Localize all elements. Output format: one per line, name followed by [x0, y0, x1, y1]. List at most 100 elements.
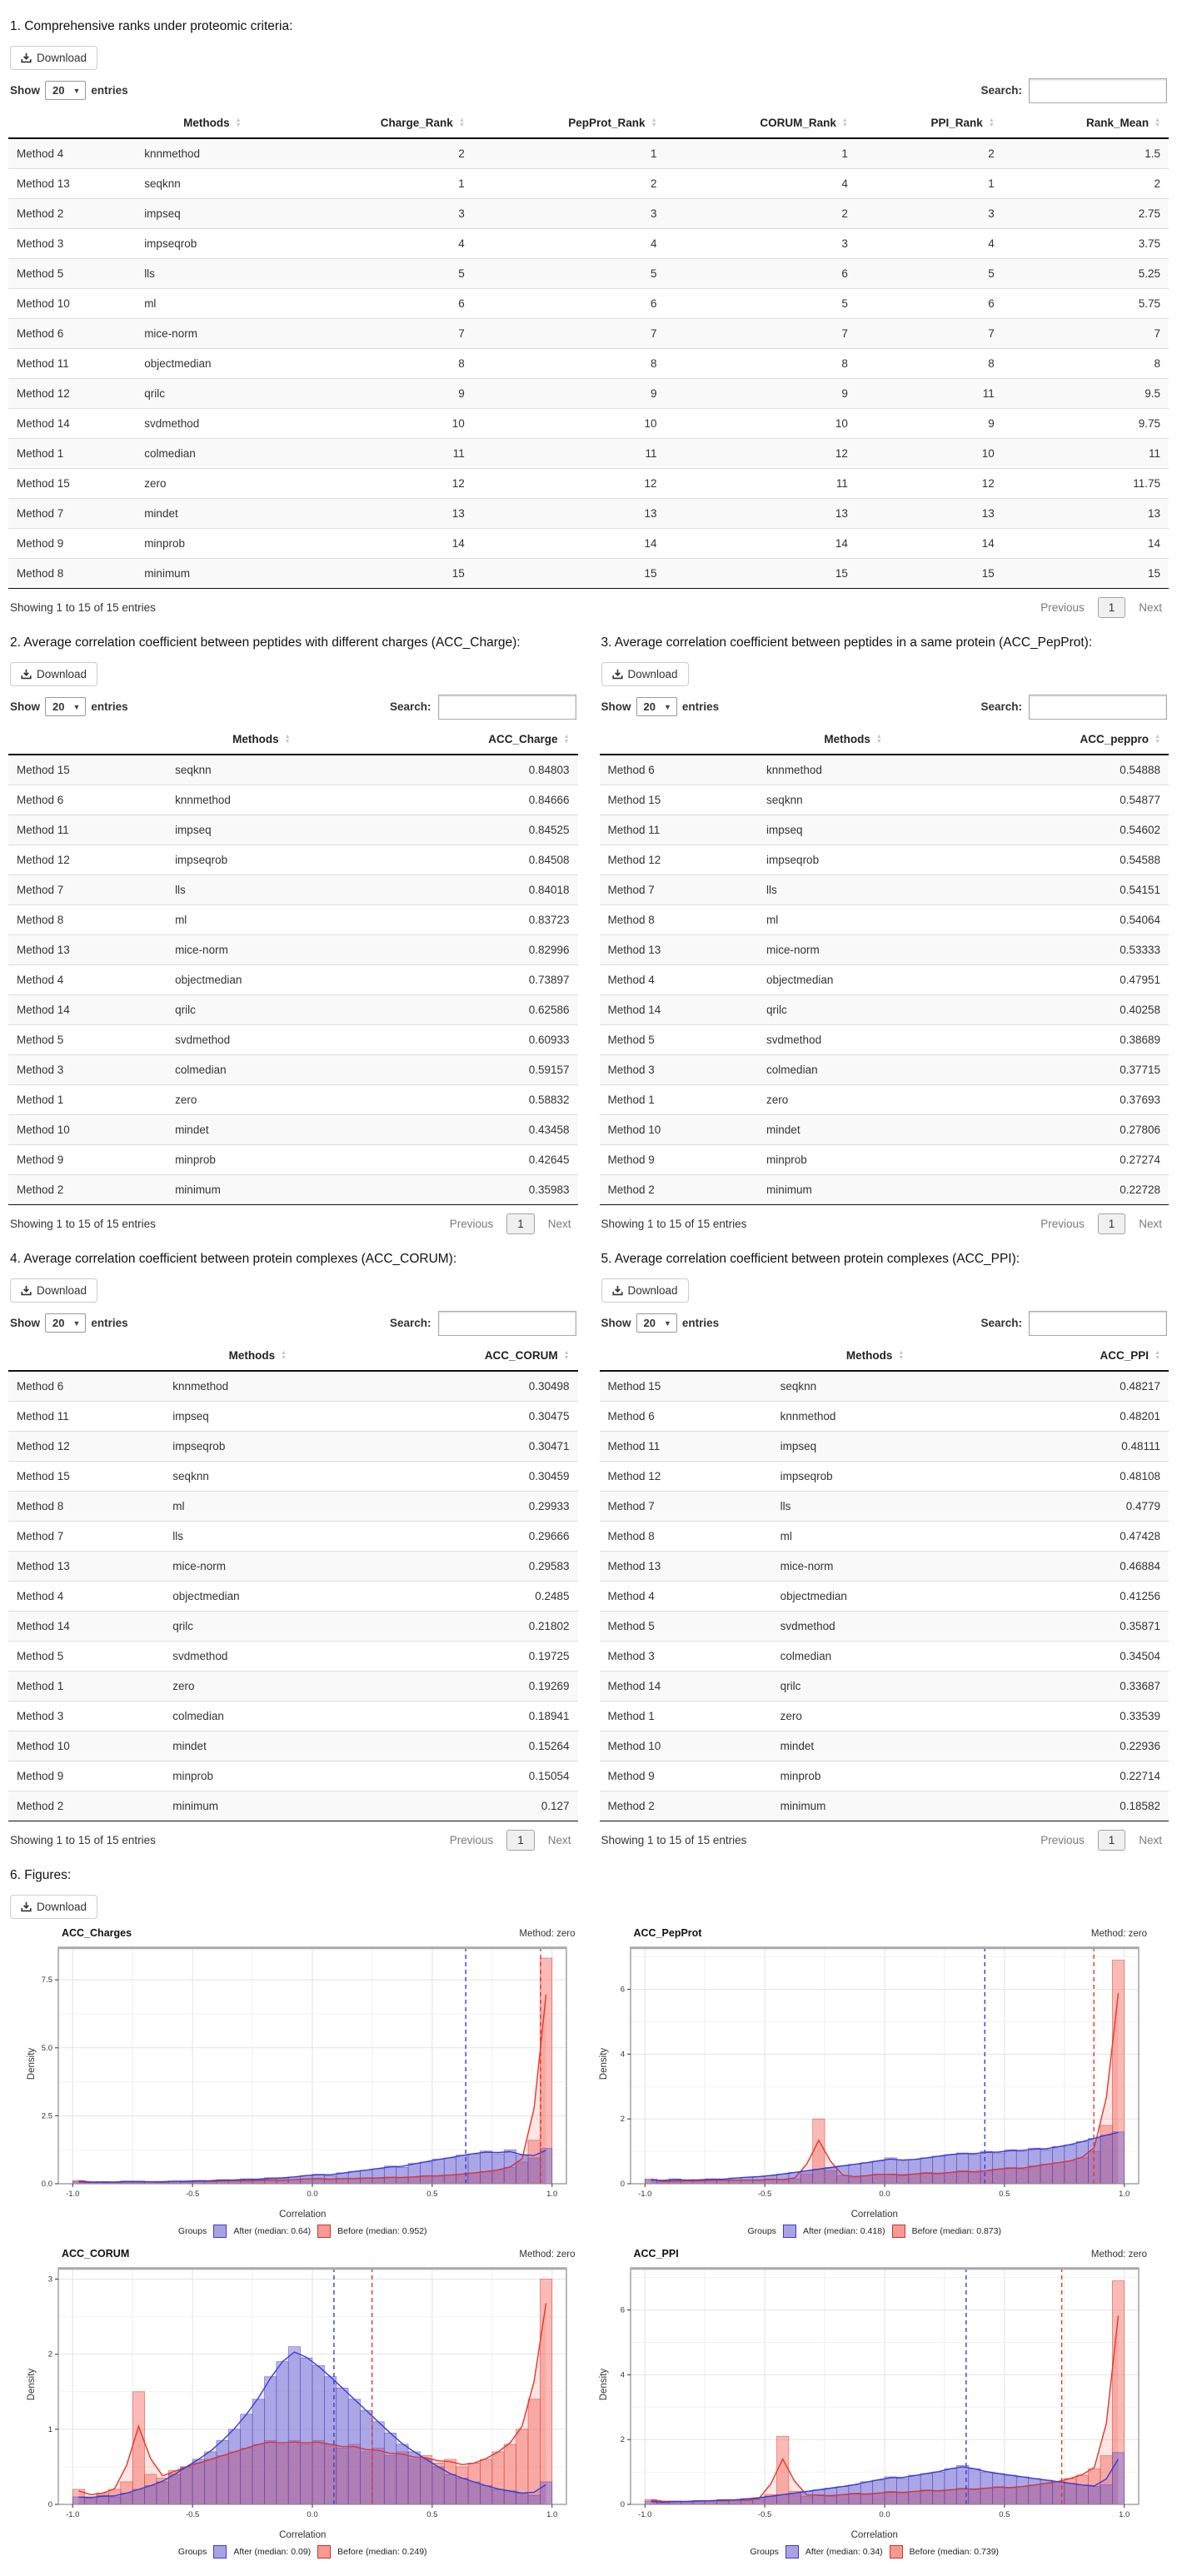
- method-name: qrilc: [175, 1003, 196, 1016]
- column-header-methods[interactable]: Methods ▲ ▼: [167, 724, 357, 755]
- search-input[interactable]: [1029, 1310, 1167, 1336]
- pagination-next[interactable]: Next: [547, 1217, 571, 1230]
- value-cell: 13: [644, 506, 657, 520]
- value-cell: 8: [841, 356, 848, 370]
- value-cell: 0.27274: [1120, 1153, 1160, 1166]
- page-size-select[interactable]: 20 ▼: [45, 1313, 87, 1333]
- sort-icon: ▲ ▼: [1155, 117, 1160, 129]
- value-cell: 14: [835, 536, 848, 550]
- pagination-previous[interactable]: Previous: [1040, 600, 1085, 614]
- table-row: Method 3 colmedian 0.37715: [599, 1054, 1169, 1085]
- download-icon: [611, 669, 623, 680]
- table-row: Method 5 lls 5 5 6 5 5.25: [8, 258, 1169, 289]
- column-header-acc_charge[interactable]: ACC_Charge ▲ ▼: [356, 724, 578, 755]
- pagination-page-1[interactable]: 1: [1097, 596, 1126, 618]
- page-size-select[interactable]: 20 ▼: [636, 697, 677, 717]
- table-info: Showing 1 to 15 of 15 entries: [601, 1217, 747, 1230]
- search-input[interactable]: [437, 1310, 576, 1336]
- search-input[interactable]: [437, 694, 576, 720]
- column-header-methods[interactable]: Methods ▲ ▼: [771, 1340, 979, 1372]
- entries-label: entries: [91, 84, 128, 97]
- page-size-select[interactable]: 20 ▼: [45, 697, 87, 717]
- pagination-page-1[interactable]: 1: [1097, 1829, 1126, 1851]
- row-label: Method 3: [17, 1709, 64, 1722]
- column-header-acc_corum[interactable]: ACC_CORUM ▲ ▼: [351, 1340, 578, 1372]
- value-cell: 5.75: [1138, 296, 1160, 310]
- value-cell: 0.15264: [528, 1739, 570, 1752]
- column-header-methods[interactable]: Methods ▲ ▼: [758, 724, 949, 755]
- row-label: Method 11: [17, 1409, 69, 1423]
- pagination-previous[interactable]: Previous: [449, 1833, 494, 1846]
- page-size-select[interactable]: 20 ▼: [636, 1313, 677, 1333]
- pagination-next[interactable]: Next: [547, 1833, 571, 1846]
- pagination-previous[interactable]: Previous: [449, 1217, 494, 1230]
- value-cell: 0.48217: [1120, 1379, 1160, 1393]
- pagination-page-1[interactable]: 1: [506, 1829, 535, 1851]
- column-header-charge_rank[interactable]: Charge_Rank ▲ ▼: [288, 107, 473, 139]
- pagination-previous[interactable]: Previous: [1040, 1833, 1085, 1846]
- pagination-previous[interactable]: Previous: [1040, 1217, 1085, 1230]
- column-header-pepprot_rank[interactable]: PepProt_Rank ▲ ▼: [472, 107, 666, 139]
- value-cell: 0.22714: [1120, 1769, 1160, 1782]
- method-name: minprob: [175, 1153, 216, 1166]
- table-row: Method 9 minprob 0.15054: [8, 1761, 578, 1791]
- value-cell: 0.19269: [528, 1679, 570, 1692]
- row-label: Method 15: [17, 763, 70, 776]
- download-button[interactable]: Download: [10, 45, 98, 70]
- table-row: Method 5 svdmethod 0.60933: [8, 1024, 578, 1054]
- value-cell: 0.35871: [1120, 1619, 1160, 1632]
- pagination-next[interactable]: Next: [1139, 1833, 1162, 1846]
- value-cell: 9.75: [1138, 416, 1160, 430]
- download-button[interactable]: Download: [10, 661, 98, 686]
- column-header-ppi_rank[interactable]: PPI_Rank ▲ ▼: [855, 107, 1003, 139]
- search-input[interactable]: [1029, 694, 1167, 720]
- svg-text:4: 4: [620, 2370, 624, 2379]
- row-label: Method 13: [607, 943, 661, 956]
- download-button[interactable]: Download: [601, 661, 689, 686]
- pagination-page-1[interactable]: 1: [506, 1213, 535, 1234]
- row-label: Method 2: [17, 1183, 64, 1196]
- column-header-methods[interactable]: Methods ▲ ▼: [136, 107, 289, 139]
- column-header-rank_mean[interactable]: Rank_Mean ▲ ▼: [1002, 107, 1169, 139]
- download-button[interactable]: Download: [601, 1278, 689, 1303]
- method-name: colmedian: [144, 446, 196, 460]
- value-cell: 10: [451, 416, 465, 430]
- value-cell: 0.41256: [1120, 1589, 1160, 1602]
- method-name: zero: [766, 1093, 789, 1106]
- search-input[interactable]: [1029, 77, 1167, 103]
- legend-swatch-after: [785, 2544, 799, 2559]
- table-row: Method 14 qrilc 0.62586: [8, 994, 578, 1025]
- column-header-corum_rank[interactable]: CORUM_Rank ▲ ▼: [665, 107, 856, 139]
- value-cell: 3: [841, 237, 848, 250]
- method-name: seqknn: [144, 177, 181, 190]
- figure-legend: Groups After (median: 0.09) Before (medi…: [25, 2544, 581, 2559]
- value-cell: 0.30459: [528, 1469, 570, 1482]
- column-header-acc_ppi[interactable]: ACC_PPI ▲ ▼: [978, 1340, 1169, 1372]
- density-curve-after-area: [78, 2150, 546, 2184]
- pagination-next[interactable]: Next: [1139, 1217, 1162, 1230]
- row-label: Method 1: [607, 1093, 655, 1106]
- method-name: impseqrob: [766, 853, 820, 866]
- pagination-page-1[interactable]: 1: [1097, 1213, 1126, 1234]
- value-cell: 0.22936: [1120, 1739, 1160, 1752]
- row-label: Method 7: [17, 1529, 64, 1542]
- method-name: qrilc: [766, 1003, 787, 1016]
- method-name: ml: [766, 913, 779, 926]
- column-header-methods[interactable]: Methods ▲ ▼: [164, 1340, 352, 1372]
- method-name: mindet: [780, 1739, 815, 1752]
- method-name: svdmethod: [780, 1619, 835, 1632]
- pagination-next[interactable]: Next: [1139, 600, 1162, 614]
- column-header-acc_peppro[interactable]: ACC_peppro ▲ ▼: [948, 724, 1169, 755]
- page-size-select[interactable]: 20 ▼: [45, 81, 87, 101]
- download-button[interactable]: Download: [10, 1278, 98, 1303]
- value-cell: 12: [981, 476, 995, 490]
- value-cell: 0.58832: [528, 1093, 570, 1106]
- download-button[interactable]: Download: [10, 1894, 98, 1919]
- table-row: Method 14 qrilc 0.21802: [8, 1611, 578, 1642]
- value-cell: 0.35983: [528, 1183, 570, 1196]
- download-label: Download: [37, 1900, 87, 1913]
- value-cell: 0.33687: [1120, 1679, 1160, 1692]
- row-label: Method 9: [17, 1769, 64, 1782]
- value-cell: 0.22728: [1120, 1183, 1160, 1196]
- svg-text:2: 2: [620, 2435, 624, 2444]
